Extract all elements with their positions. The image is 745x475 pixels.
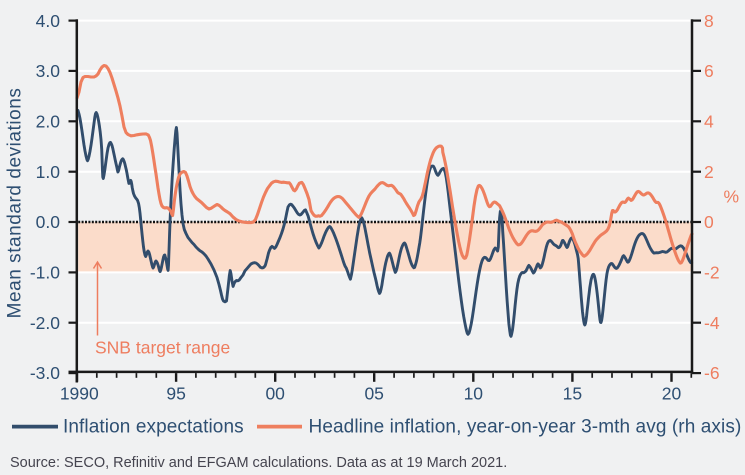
svg-text:10: 10 <box>464 384 484 404</box>
svg-text:20: 20 <box>662 384 682 404</box>
svg-text:6: 6 <box>704 61 714 81</box>
svg-text:4: 4 <box>704 112 714 132</box>
svg-text:%: % <box>724 187 740 207</box>
svg-text:95: 95 <box>166 384 185 404</box>
svg-text:Inflation expectations: Inflation expectations <box>63 417 244 438</box>
svg-text:SNB target range: SNB target range <box>95 338 230 358</box>
svg-text:8: 8 <box>704 11 714 31</box>
svg-text:3.0: 3.0 <box>36 61 61 81</box>
svg-text:-2: -2 <box>704 263 720 283</box>
svg-text:0: 0 <box>704 212 714 232</box>
svg-text:Mean standard deviations: Mean standard deviations <box>5 88 26 319</box>
svg-text:15: 15 <box>563 384 582 404</box>
svg-text:-1.0: -1.0 <box>30 263 60 283</box>
svg-text:2: 2 <box>704 162 714 182</box>
svg-text:Headline inflation, year-on-ye: Headline inflation, year-on-year 3-mth a… <box>309 417 742 438</box>
svg-text:4.0: 4.0 <box>36 11 61 31</box>
svg-text:-6: -6 <box>704 363 720 383</box>
svg-text:00: 00 <box>265 384 285 404</box>
svg-text:-2.0: -2.0 <box>30 313 60 333</box>
svg-text:-4: -4 <box>704 313 720 333</box>
svg-text:1.0: 1.0 <box>36 162 61 182</box>
svg-text:0.0: 0.0 <box>36 212 61 232</box>
svg-text:2.0: 2.0 <box>36 112 61 132</box>
svg-text:1990: 1990 <box>60 384 99 404</box>
svg-text:Source: SECO, Refinitiv and EF: Source: SECO, Refinitiv and EFGAM calcul… <box>10 455 507 471</box>
svg-text:-3.0: -3.0 <box>30 363 60 383</box>
svg-text:05: 05 <box>364 384 383 404</box>
